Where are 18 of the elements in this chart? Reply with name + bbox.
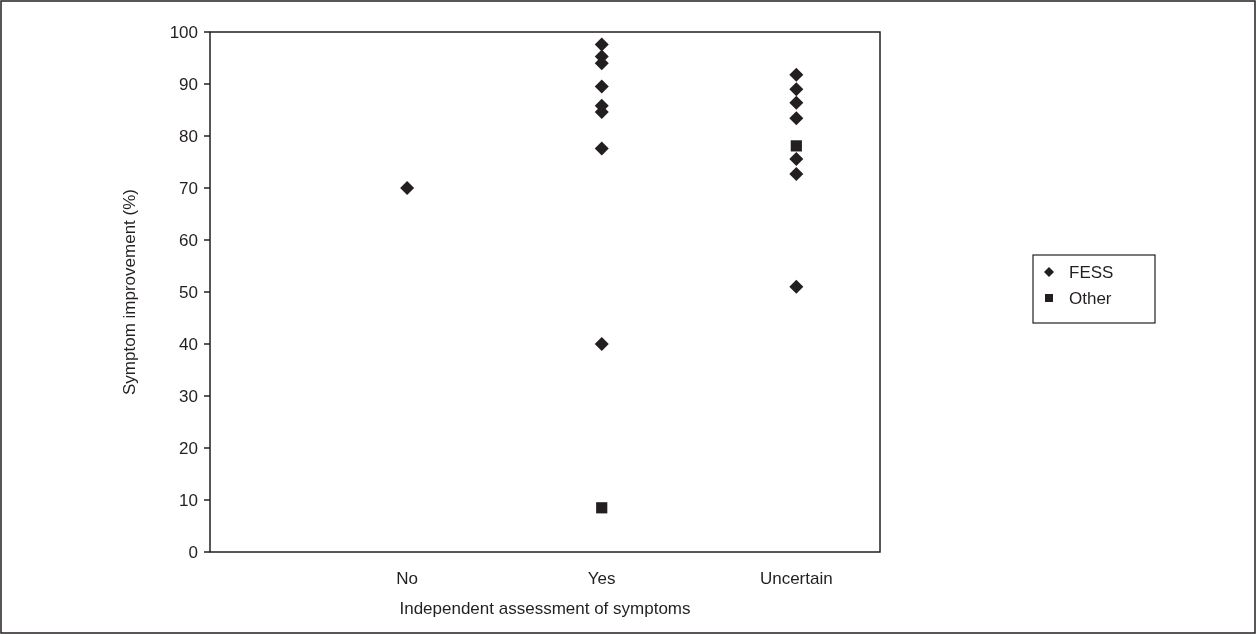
y-tick-label: 10 (179, 490, 198, 510)
y-tick-label: 90 (179, 74, 198, 94)
x-tick-label: No (396, 569, 418, 588)
y-tick-label: 50 (179, 282, 198, 302)
y-tick-label: 30 (179, 386, 198, 406)
y-tick-label: 40 (179, 334, 198, 354)
y-axis-title: Symptom improvement (%) (120, 189, 139, 395)
y-tick-label: 70 (179, 178, 198, 198)
x-tick-label: Uncertain (759, 569, 833, 588)
y-tick-label: 0 (188, 542, 198, 562)
y-tick-label: 100 (169, 22, 198, 42)
y-tick-label: 80 (179, 126, 198, 146)
y-tick-label: 60 (179, 230, 198, 250)
x-axis-title: Independent assessment of symptoms (399, 599, 691, 618)
x-tick-label: Yes (587, 569, 616, 588)
legend-label: Other (1069, 288, 1112, 308)
y-tick-label: 20 (179, 438, 198, 458)
legend-label: FESS (1069, 262, 1114, 282)
